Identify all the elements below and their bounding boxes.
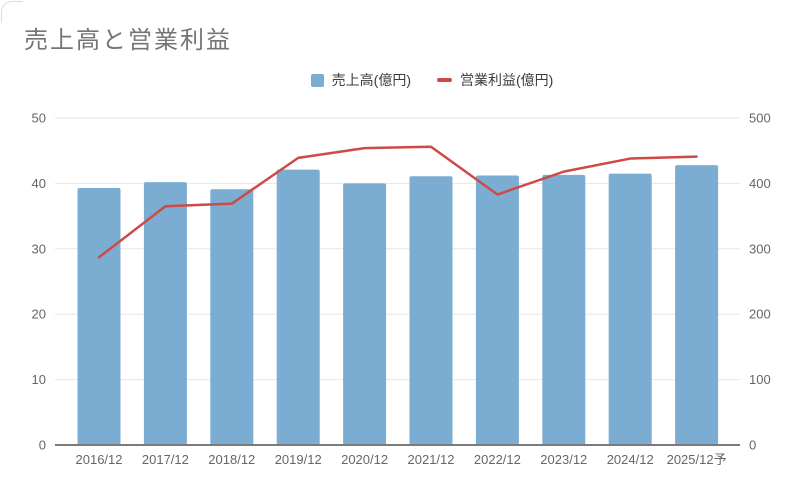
right-axis-tick-label: 200	[749, 307, 771, 322]
x-axis-tick-label: 2025/12予	[667, 452, 727, 467]
left-axis-tick-label: 0	[39, 438, 46, 453]
x-axis-tick-label: 2024/12	[607, 452, 654, 467]
left-axis-tick-label: 50	[32, 111, 46, 126]
x-axis-tick-label: 2018/12	[208, 452, 255, 467]
sales-bar	[143, 182, 187, 445]
sales-bar	[542, 174, 586, 445]
chart-title: 売上高と営業利益	[24, 27, 232, 54]
x-axis-tick-label: 2020/12	[341, 452, 388, 467]
left-axis-tick-label: 20	[32, 307, 46, 322]
right-axis-tick-label: 100	[749, 372, 771, 387]
sales-bar	[409, 176, 453, 445]
legend-label-sales: 売上高(億円)	[331, 72, 411, 88]
x-axis-tick-label: 2016/12	[76, 452, 123, 467]
x-axis-tick-label: 2021/12	[408, 452, 455, 467]
sales-bar	[608, 173, 652, 445]
chart-canvas: 0 0 10 100 20 200 30 300 40 400 50 500 2016/12 2017/1…	[32, 111, 771, 468]
sales-bar	[77, 187, 121, 445]
card-corner-border	[1, 1, 23, 23]
sales-bar	[343, 183, 387, 445]
sales-bar	[276, 169, 320, 445]
sales-bar-swatch-icon	[310, 73, 324, 87]
sales-bar	[675, 165, 719, 445]
x-axis-tick-label: 2023/12	[540, 452, 587, 467]
sales-bar	[475, 175, 519, 445]
x-axis-tick-label: 2022/12	[474, 452, 521, 467]
profit-line	[97, 145, 698, 259]
left-axis-tick-label: 40	[32, 176, 46, 191]
legend-label-profit: 営業利益(億円)	[460, 72, 554, 88]
right-axis-tick-label: 400	[749, 176, 771, 191]
legend-item-profit: 営業利益(億円)	[437, 70, 553, 90]
profit-line-swatch-icon	[437, 78, 452, 82]
x-axis-tick-label: 2019/12	[275, 452, 322, 467]
x-axis-tick-label: 2017/12	[142, 452, 189, 467]
right-axis-tick-label: 0	[749, 438, 756, 453]
right-axis-tick-label: 300	[749, 241, 771, 256]
legend: 売上高(億円) 営業利益(億円)	[0, 70, 800, 90]
left-axis-tick-label: 10	[32, 372, 46, 387]
chart-area: 0 0 10 100 20 200 30 300 40 400 50 500 2016/12 2017/1…	[0, 110, 800, 495]
legend-item-sales: 売上高(億円)	[310, 70, 411, 90]
left-axis-tick-label: 30	[32, 241, 46, 256]
sales-bar	[210, 189, 254, 445]
right-axis-tick-label: 500	[749, 111, 771, 126]
